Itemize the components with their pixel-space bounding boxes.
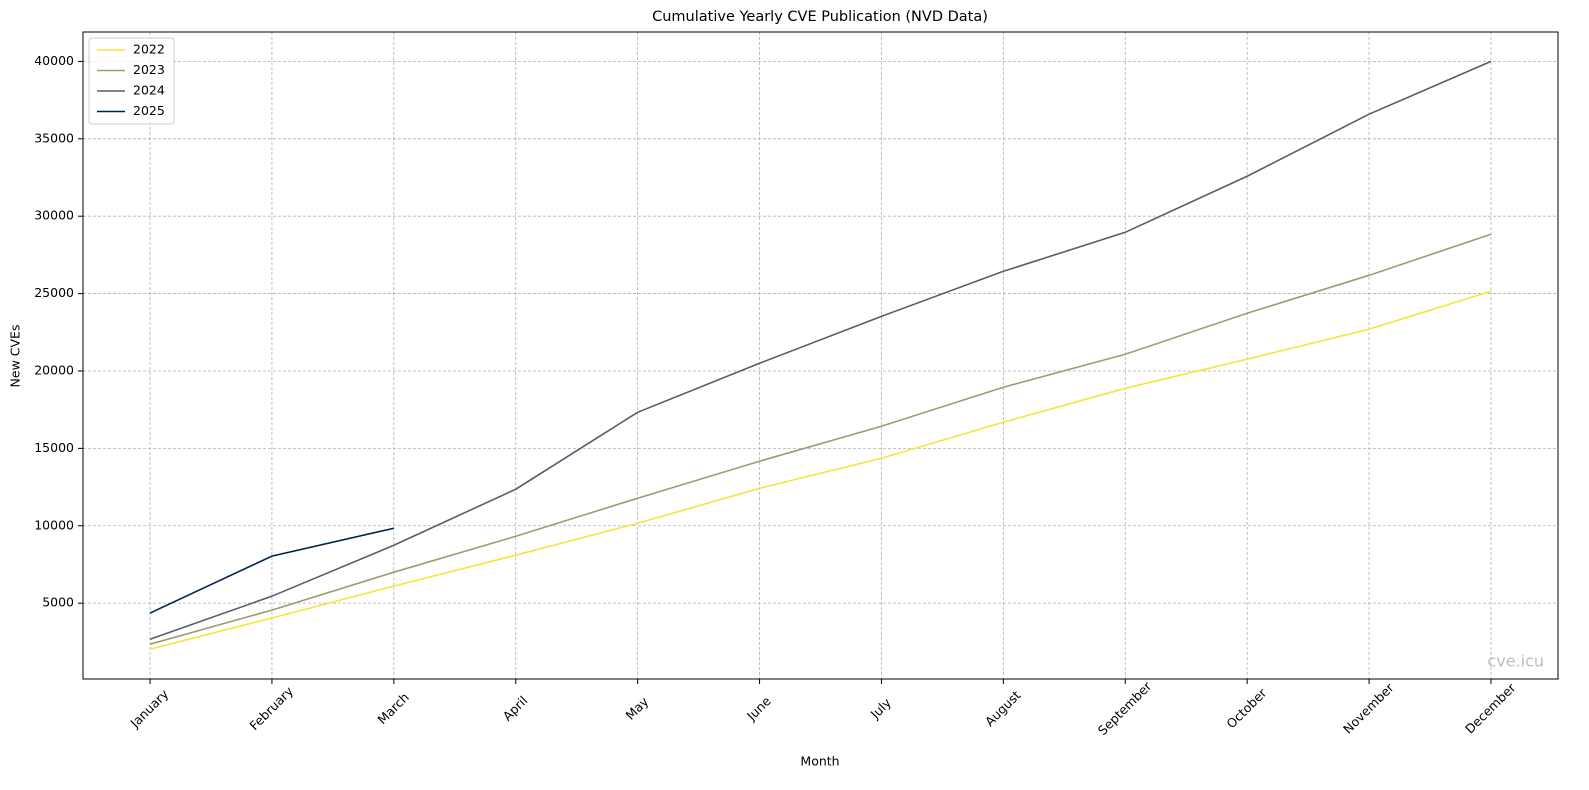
legend-box bbox=[88, 37, 175, 125]
y-tick-label: 10000 bbox=[34, 517, 74, 532]
series-line bbox=[149, 527, 395, 614]
watermark: cve.icu bbox=[1487, 652, 1544, 671]
series-line bbox=[149, 233, 1492, 645]
x-tick-label: October bbox=[1223, 685, 1270, 732]
x-tick-label: December bbox=[1462, 679, 1519, 736]
x-tick-label: November bbox=[1340, 679, 1397, 736]
x-tick-label: August bbox=[982, 687, 1024, 729]
y-tick-label: 25000 bbox=[34, 285, 74, 300]
x-tick-label: June bbox=[743, 693, 774, 724]
x-tick-label: July bbox=[867, 695, 895, 723]
y-tick-label: 20000 bbox=[34, 362, 74, 377]
chart-title: Cumulative Yearly CVE Publication (NVD D… bbox=[652, 9, 988, 25]
y-tick-label: 5000 bbox=[42, 595, 74, 610]
y-tick-label: 30000 bbox=[34, 208, 74, 223]
series-line bbox=[149, 290, 1492, 650]
x-tick-label: September bbox=[1095, 678, 1155, 738]
x-tick-label: April bbox=[500, 693, 531, 724]
y-tick-label: 35000 bbox=[34, 130, 74, 145]
x-tick-label: May bbox=[623, 693, 652, 722]
y-axis-label: New CVEs bbox=[8, 325, 23, 388]
x-tick-label: January bbox=[127, 686, 172, 731]
plot-frame bbox=[82, 31, 1559, 680]
legend-label: 2025 bbox=[133, 103, 165, 118]
y-tick-label: 15000 bbox=[34, 440, 74, 455]
legend-label: 2022 bbox=[133, 42, 165, 57]
x-tick-label: March bbox=[374, 690, 412, 728]
legend-label: 2023 bbox=[133, 62, 165, 77]
series-line bbox=[149, 60, 1492, 640]
x-axis-label: Month bbox=[800, 754, 839, 769]
x-tick-label: February bbox=[246, 683, 296, 733]
legend-label: 2024 bbox=[133, 83, 165, 98]
y-tick-label: 40000 bbox=[34, 53, 74, 68]
